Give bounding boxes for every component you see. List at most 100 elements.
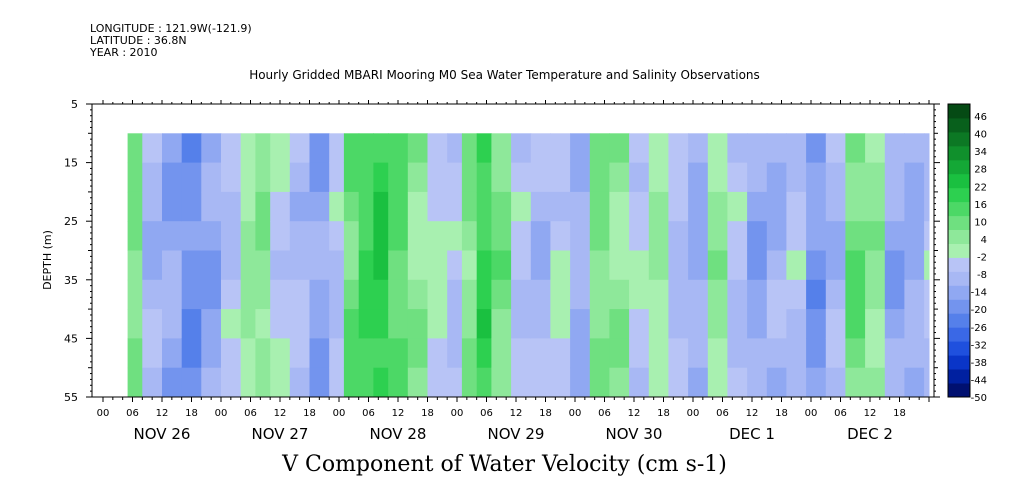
heatmap-cell [255, 279, 271, 310]
heatmap-cell [181, 367, 202, 398]
colorbar-label: -20 [971, 305, 987, 316]
heatmap-cell [289, 309, 310, 339]
heatmap-cell [530, 191, 551, 222]
heatmap-cell [476, 367, 492, 398]
heatmap-cell [511, 367, 532, 398]
heatmap-cell [142, 191, 163, 222]
heatmap-cell [845, 133, 866, 164]
heatmap-cell [407, 338, 428, 369]
heatmap-cell [550, 221, 571, 251]
heatmap-cell [629, 221, 650, 251]
colorbar-swatch [948, 215, 970, 230]
heatmap-cell [727, 250, 748, 281]
day-label: NOV 29 [488, 425, 545, 443]
heatmap-cell [668, 338, 689, 369]
heatmap-cell [668, 367, 689, 398]
heatmap-cell [240, 221, 256, 251]
heatmap-cell [688, 279, 709, 310]
heatmap-cell [806, 191, 827, 222]
heatmap-cell [461, 338, 478, 369]
heatmap-cell [747, 133, 768, 164]
x-axis: 00 06 12 18 00 06 12 18 00 06 12 18 00 06 12 18 00 06 12 18… [97, 100, 930, 443]
heatmap-cell [461, 162, 478, 193]
heatmap-cell [707, 250, 728, 281]
colorbar-swatch [948, 145, 970, 161]
heatmap-cell [609, 309, 630, 339]
heatmap-cell [589, 250, 610, 281]
heatmap-cell [162, 279, 183, 310]
heatmap-cell [491, 338, 512, 369]
heatmap-cell [221, 338, 242, 369]
heatmap-cell [884, 279, 905, 310]
heatmap-cell [845, 191, 866, 222]
x-tick-label: 00 [215, 408, 228, 419]
heatmap-cell [511, 191, 532, 222]
heatmap-cell [589, 279, 610, 310]
heatmap-cell [707, 279, 728, 310]
heatmap-cell [786, 309, 807, 339]
heatmap-cell [201, 309, 222, 339]
heatmap-cell [550, 309, 571, 339]
heatmap-cell [240, 309, 256, 339]
heatmap-cell [461, 279, 478, 310]
heatmap-cell [884, 133, 905, 164]
heatmap-cell [727, 133, 748, 164]
heatmap-cell [373, 250, 389, 281]
heatmap-cell [255, 191, 271, 222]
heatmap-cell [255, 309, 271, 339]
x-tick-label: 00 [687, 408, 700, 419]
x-tick-label: 00 [97, 408, 110, 419]
heatmap-cells [127, 133, 930, 398]
heatmap-cell [181, 279, 202, 310]
heatmap-cell [924, 191, 930, 222]
heatmap-cell [461, 309, 478, 339]
heatmap-cell [221, 191, 242, 222]
heatmap-cell [201, 162, 222, 193]
heatmap-cell [447, 309, 463, 339]
x-tick-label: 18 [893, 408, 906, 419]
heatmap-cell [648, 309, 669, 339]
heatmap-cell [329, 250, 345, 281]
heatmap-cell [427, 191, 448, 222]
heatmap-cell [589, 191, 610, 222]
x-tick-label: 18 [421, 408, 434, 419]
heatmap-cell [181, 133, 202, 164]
heatmap-cell [142, 250, 163, 281]
heatmap-cell [407, 250, 428, 281]
heatmap-cell [865, 309, 886, 339]
heatmap-cell [845, 338, 866, 369]
heatmap-cell [491, 279, 512, 310]
heatmap-cell [270, 250, 291, 281]
heatmap-cell [511, 133, 532, 164]
heatmap-cell [845, 221, 866, 251]
heatmap-cell [289, 191, 310, 222]
heatmap-cell [461, 133, 478, 164]
heatmap-cell [648, 162, 669, 193]
heatmap-cell [589, 367, 610, 398]
heatmap-cell [668, 309, 689, 339]
heatmap-cell [550, 133, 571, 164]
heatmap-cell [668, 221, 689, 251]
heatmap-cell [786, 279, 807, 310]
heatmap-cell [924, 279, 930, 310]
heatmap-cell [343, 367, 360, 398]
heatmap-cell [884, 221, 905, 251]
heatmap-cell [240, 338, 256, 369]
heatmap-cell [825, 221, 846, 251]
heatmap-cell [766, 133, 787, 164]
colorbar-label: -50 [971, 393, 987, 404]
heatmap-cell [289, 221, 310, 251]
heatmap-cell [388, 162, 409, 193]
heatmap-cell [825, 309, 846, 339]
heatmap-cell [240, 367, 256, 398]
x-tick-label: 12 [510, 408, 523, 419]
heatmap-cell [358, 221, 374, 251]
heatmap-cell [162, 250, 183, 281]
heatmap-cell [329, 367, 345, 398]
heatmap-cell [476, 133, 492, 164]
heatmap-cell [786, 133, 807, 164]
heatmap-cell [589, 309, 610, 339]
heatmap-cell [476, 250, 492, 281]
heatmap-cell [476, 221, 492, 251]
x-tick-label: 12 [864, 408, 877, 419]
